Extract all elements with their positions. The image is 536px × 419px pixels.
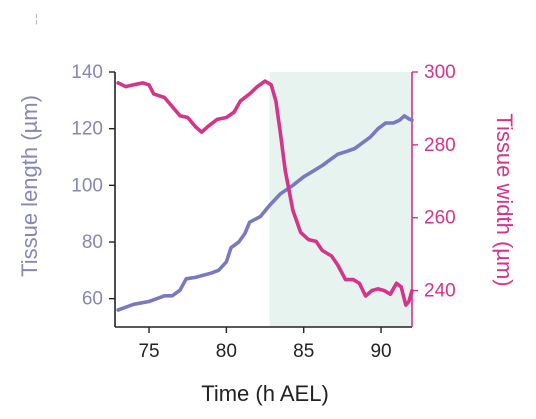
series-line-width [116, 79, 414, 307]
y-axis-left-title: Tissue length (µm) [17, 95, 42, 277]
y-right-tick-label: 280 [424, 135, 456, 156]
x-tick-label: 75 [138, 341, 159, 362]
y-left-tick-label: 140 [71, 62, 103, 83]
y-left-tick-label: 100 [71, 175, 103, 196]
y-right-tick-label: 300 [424, 62, 456, 83]
y-left-tick-label: 120 [71, 119, 103, 140]
corner-mark: ¦ [35, 13, 38, 25]
y-left-tick-label: 80 [82, 232, 103, 253]
axes [114, 72, 413, 328]
x-axis-title: Time (h AEL) [201, 381, 329, 406]
y-axis-right-title: Tissue width (µm) [492, 113, 517, 286]
x-tick-label: 90 [370, 341, 391, 362]
y-left-tick-label: 60 [82, 289, 103, 310]
x-tick-label: 80 [216, 341, 237, 362]
series-line-length [116, 114, 414, 312]
y-right-tick-label: 240 [424, 281, 456, 302]
ticks: 75 80 85 90 60 80 100 120 140 240 260 280 300 [71, 62, 455, 362]
x-tick-label: 85 [293, 341, 314, 362]
shaded-region [269, 72, 412, 327]
series-lines [116, 79, 414, 312]
y-right-tick-label: 260 [424, 208, 456, 229]
